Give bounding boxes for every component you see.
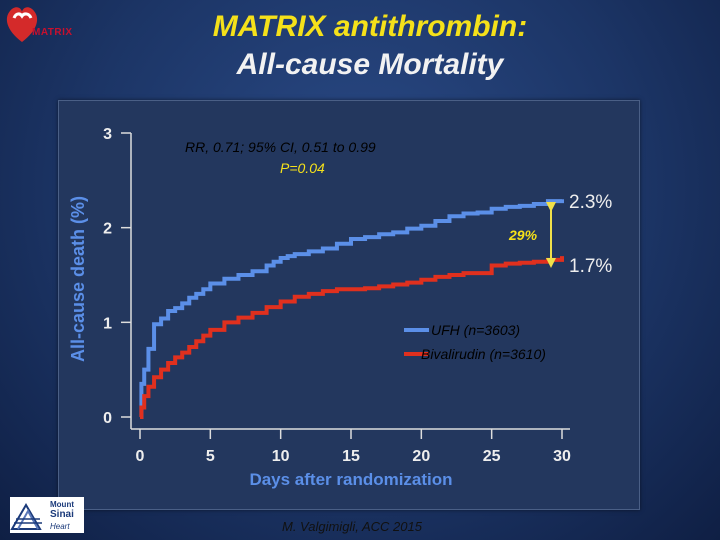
title-line-1: MATRIX antithrombin:: [212, 10, 528, 43]
legend: UFH (n=3603) Bivalirudin (n=3610): [404, 322, 546, 362]
matrix-logo: MATRIX: [2, 2, 84, 46]
heart-icon: [6, 7, 38, 42]
stats-annotation-line1: RR, 0.71; 95% CI, 0.51 to 0.99: [185, 139, 376, 155]
legend-ufh-label: UFH (n=3603): [431, 322, 520, 338]
logo-text: MATRIX: [32, 27, 73, 38]
x-tick-label: 25: [483, 448, 501, 465]
y-tick-label: 1: [103, 315, 112, 332]
institution-logo-line3: Heart: [50, 522, 70, 531]
footer-citation: M. Valgimigli, ACC 2015: [282, 519, 422, 534]
x-tick-label: 20: [412, 448, 430, 465]
ufh-series-line: [139, 199, 564, 419]
x-tick-label: 5: [206, 448, 215, 465]
chart-panel: 0 1 2 3 0 5 10 15 20 25 30 RR, 0.71; 95% CI, 0.51 …: [58, 100, 640, 510]
stats-annotation-line2: P=0.04: [280, 160, 325, 176]
ufh-end-label: 2.3%: [569, 192, 612, 213]
y-tick-label: 0: [103, 410, 112, 427]
x-axis-label: Days after randomization: [249, 470, 452, 489]
bivalirudin-series-line: [139, 256, 564, 419]
x-tick-label: 0: [136, 448, 145, 465]
x-tick-label: 10: [272, 448, 290, 465]
y-axis-label: All-cause death (%): [68, 196, 88, 362]
institution-logo-line1: Mount: [50, 500, 74, 509]
page-title: MATRIX antithrombin: All-cause Mortality: [140, 8, 600, 84]
x-tick-label: 15: [342, 448, 360, 465]
biv-end-label: 1.7%: [569, 256, 612, 277]
mountain-logo-icon: [10, 503, 42, 530]
y-tick-label: 2: [103, 221, 112, 238]
legend-biv-label: Bivalirudin (n=3610): [421, 346, 546, 362]
institution-logo-line2: Sinai: [50, 509, 74, 520]
reduction-label: 29%: [508, 227, 538, 243]
x-tick-label: 30: [553, 448, 571, 465]
y-tick-label: 3: [103, 126, 112, 143]
institution-logo: Mount Sinai Heart: [10, 497, 84, 533]
title-line-2: All-cause Mortality: [236, 48, 504, 81]
